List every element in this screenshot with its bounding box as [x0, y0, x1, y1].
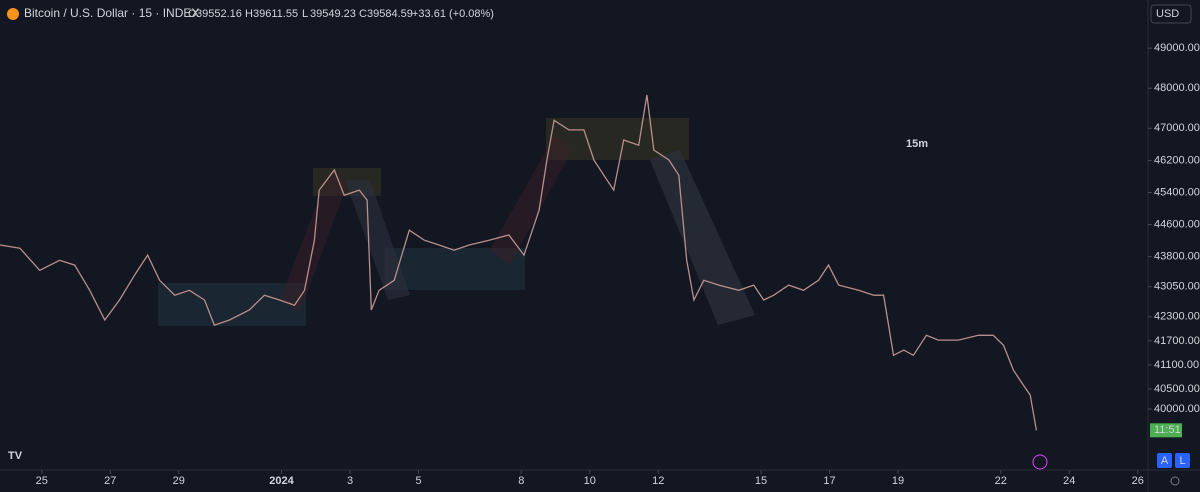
countdown-tag [1150, 423, 1182, 438]
scale-button-label[interactable]: A [1161, 455, 1169, 467]
x-tick-label: 25 [36, 475, 48, 487]
x-tick-label: 29 [173, 475, 185, 487]
scale-button[interactable] [1157, 453, 1172, 468]
y-tick-label: 41700.00 [1154, 335, 1200, 347]
y-tick-label: 40000.00 [1154, 403, 1200, 415]
y-tick-label: 43800.00 [1154, 251, 1200, 263]
zigzag-leg [650, 150, 755, 325]
price-line [0, 94, 1038, 431]
y-tick-label: 43050.00 [1154, 281, 1200, 293]
change-value: +33.61 (+0.08%) [412, 8, 494, 20]
x-tick-label: 5 [415, 475, 421, 487]
ohlc-label: L [302, 8, 308, 20]
y-tick-label: 48000.00 [1154, 82, 1200, 94]
currency-label[interactable]: USD [1156, 8, 1179, 20]
ohlc-value: 39552.16 [196, 8, 242, 20]
countdown-label: 11:51 [1154, 424, 1181, 436]
settings-icon[interactable] [1170, 476, 1180, 486]
x-tick-label: 15 [755, 475, 767, 487]
y-tick-label: 41100.00 [1154, 359, 1199, 371]
y-tick-label: 47000.00 [1154, 122, 1200, 134]
zigzag-leg [490, 135, 572, 265]
ohlc-label: H [245, 8, 253, 20]
x-tick-label: 10 [584, 475, 596, 487]
currency-button[interactable] [1150, 4, 1192, 24]
x-tick-label: 24 [1063, 475, 1075, 487]
scale-button[interactable] [1175, 453, 1190, 468]
ohlc-value: 39584.59 [367, 8, 413, 20]
x-tick-label: 2024 [269, 475, 294, 487]
ohlc-value: 39611.55 [253, 8, 298, 20]
y-tick-label: 44600.00 [1154, 218, 1200, 230]
ohlc-value: 39549.23 [310, 8, 356, 20]
zigzag-leg [345, 180, 410, 300]
ohlc-label: C [359, 8, 367, 20]
scale-button-label[interactable]: L [1179, 455, 1185, 467]
bitcoin-icon [7, 8, 19, 20]
y-tick-label: 42300.00 [1154, 311, 1200, 323]
y-tick-label: 40500.00 [1154, 383, 1200, 395]
y-tick-label: 46200.00 [1154, 154, 1200, 166]
lightning-icon[interactable] [1032, 454, 1048, 470]
x-tick-label: 22 [995, 475, 1007, 487]
y-tick-label: 49000.00 [1154, 42, 1200, 54]
x-tick-label: 8 [518, 475, 524, 487]
tradingview-logo: TV [8, 450, 23, 462]
ohlc-label: O [188, 8, 197, 20]
zone-box [158, 283, 306, 326]
symbol-title: Bitcoin / U.S. Dollar · 15 · INDEX [24, 6, 199, 20]
x-tick-label: 3 [347, 475, 353, 487]
y-tick-label: 45400.00 [1154, 186, 1200, 198]
plot [0, 94, 1038, 431]
x-tick-label: 17 [823, 475, 835, 487]
x-tick-label: 12 [652, 475, 664, 487]
x-tick-label: 27 [104, 475, 116, 487]
annotation-text: 15m [906, 138, 928, 150]
x-tick-label: 26 [1132, 475, 1144, 487]
x-tick-label: 19 [892, 475, 904, 487]
